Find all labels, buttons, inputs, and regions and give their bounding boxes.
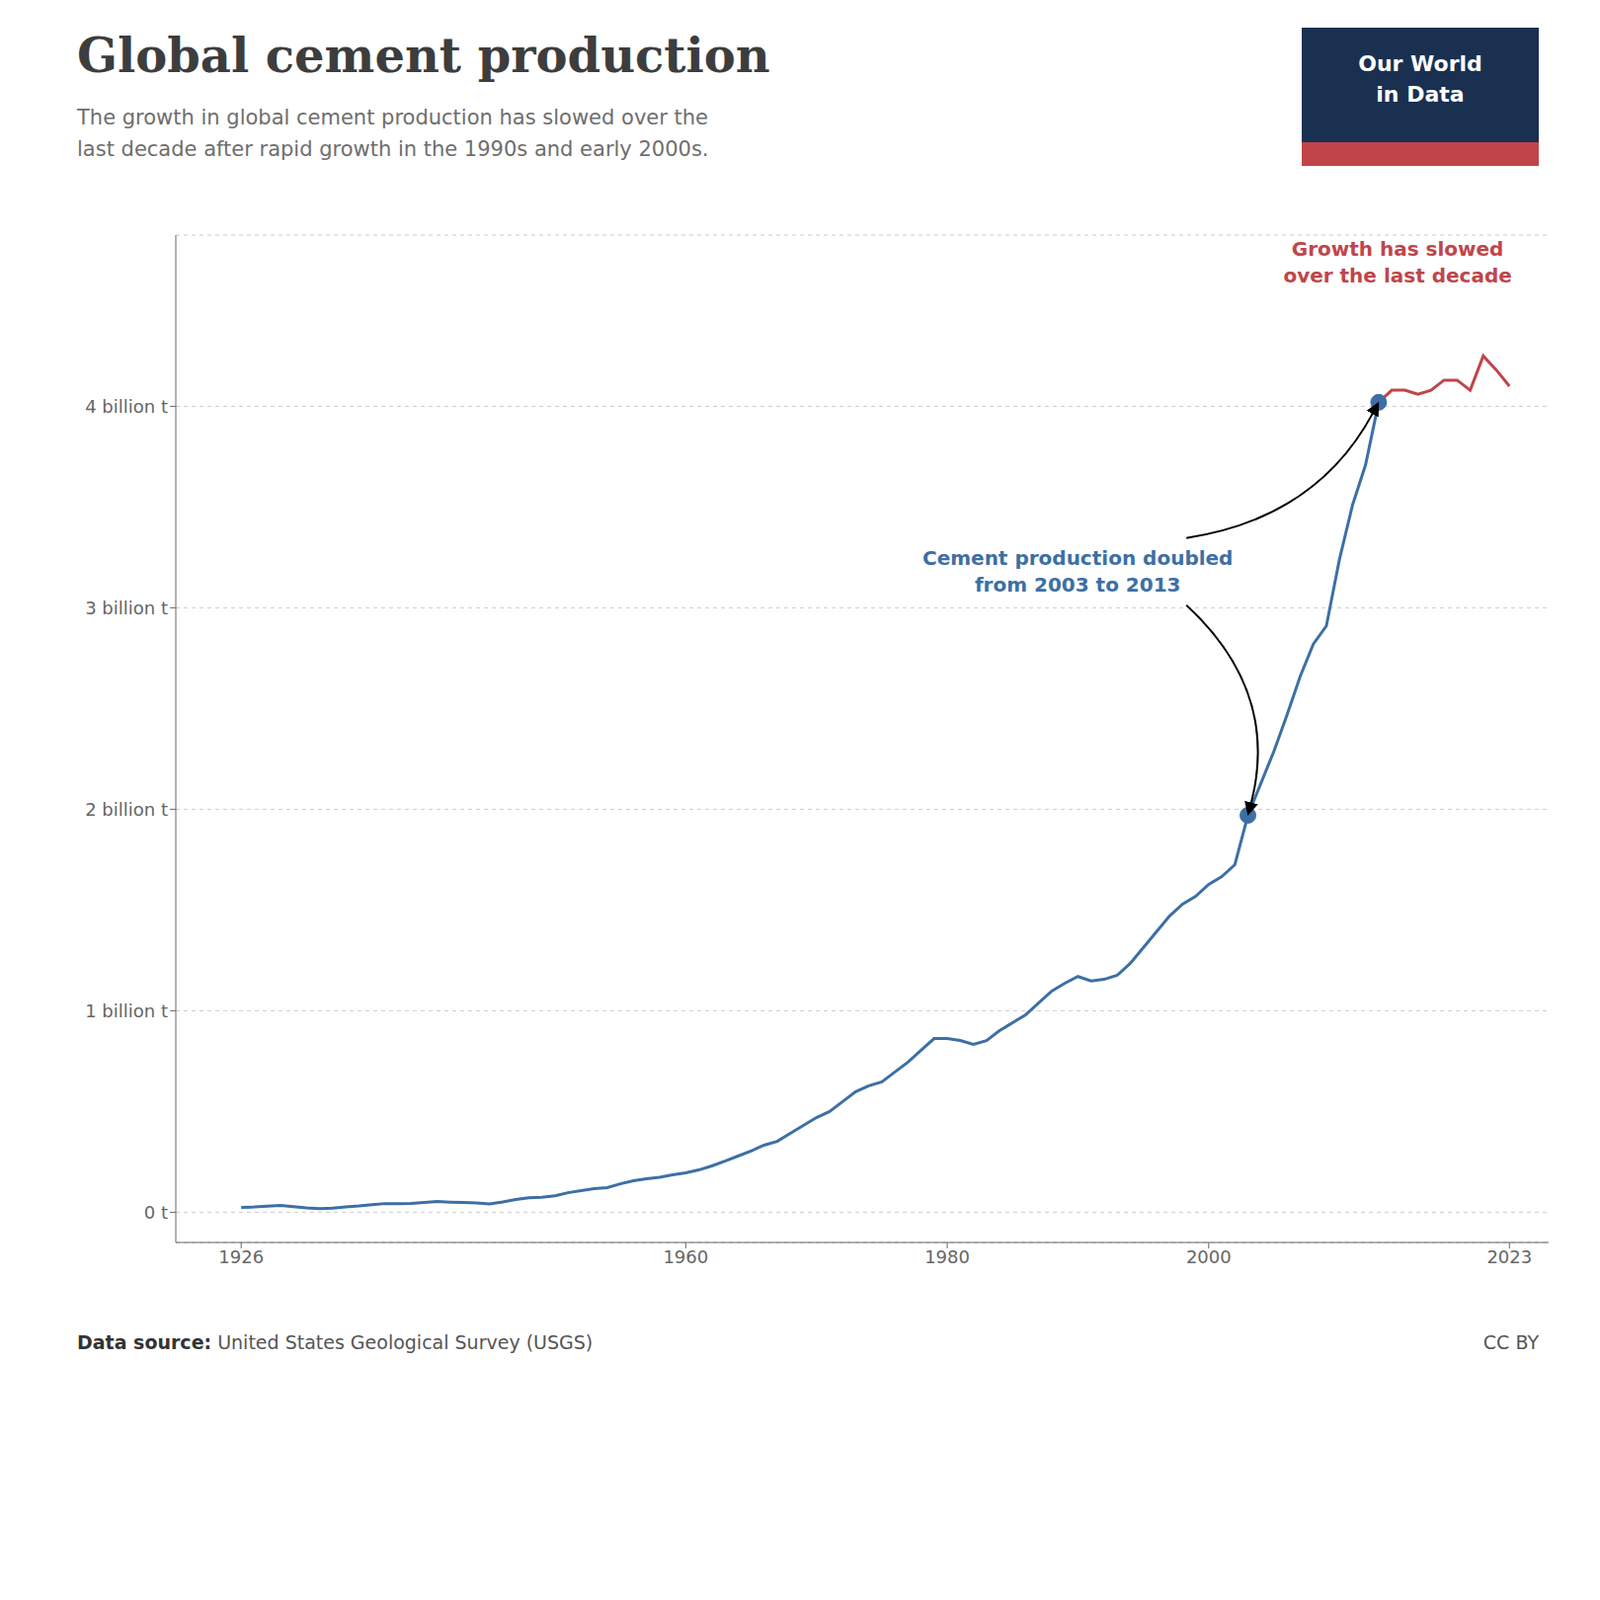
html-text:Growth has slowed over the las: Growth has slowed over the last decade	[1283, 237, 1512, 288]
html-text:Data source: United States Geo: Data source: United States Geological Su…	[77, 1331, 593, 1354]
svg-text:1960: 1960	[662, 1246, 709, 1268]
html-text:CC BY: CC BY	[1483, 1331, 1539, 1354]
svg-text:4 billion t: 4 billion t	[84, 396, 168, 417]
svg-text:1 billion t: 1 billion t	[84, 1000, 168, 1022]
svg-text:2023: 2023	[1486, 1246, 1532, 1268]
svg-text:2000: 2000	[1186, 1246, 1232, 1268]
html-text:Our World in Data: Our World in Data	[1358, 51, 1483, 107]
html-text:Cement production doubled from: Cement production doubled from 2003 to 2…	[922, 545, 1233, 597]
svg-text:0 t: 0 t	[144, 1201, 168, 1223]
svg-text:1926: 1926	[218, 1246, 264, 1268]
svg-text:1980: 1980	[924, 1246, 970, 1268]
svg-text:3 billion t: 3 billion t	[84, 597, 168, 619]
svg-text:2 billion t: 2 billion t	[84, 799, 168, 820]
html-text:The growth in global cement pr: The growth in global cement production h…	[77, 105, 709, 161]
html-text:Global cement production: Global cement production	[77, 27, 770, 83]
